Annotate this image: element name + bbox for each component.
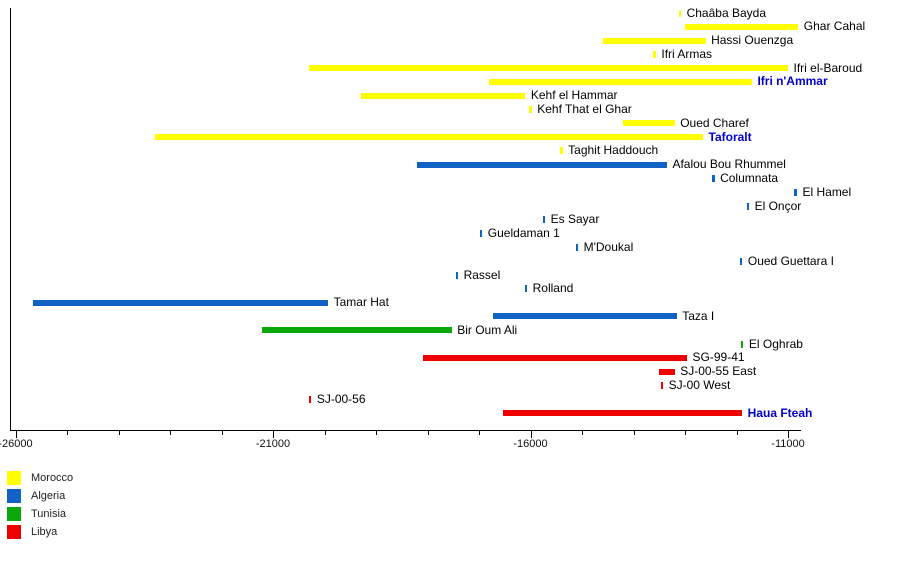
site-label-cha-ba-bayda: Chaâba Bayda: [686, 5, 766, 20]
site-bar-kehf-that-el-ghar: [529, 106, 532, 114]
site-bar-el-on-or: [746, 202, 750, 210]
x-major-tick--21000: [273, 430, 275, 438]
site-bar-el-oghrab: [740, 340, 744, 348]
site-label-sg-99-41: SG-99-41: [692, 350, 745, 365]
site-label-sj-00-55-east: SJ-00-55 East: [680, 364, 757, 379]
x-axis-line: [9, 429, 801, 432]
site-bar-gueldaman-1: [479, 230, 483, 238]
legend-label-tunisia: Tunisia: [31, 508, 67, 520]
x-minor-tick--25000: [67, 430, 69, 435]
x-minor-tick--14000: [633, 430, 635, 435]
site-bar-taghit-haddouch: [560, 147, 563, 155]
legend-swatch-tunisia: [7, 507, 21, 521]
site-label-kehf-el-hammar: Kehf el Hammar: [530, 88, 618, 103]
site-bar-m-doukal: [575, 243, 579, 251]
x-minor-tick--20000: [324, 430, 326, 435]
x-minor-tick--18000: [427, 430, 429, 435]
site-label-rassel: Rassel: [463, 267, 501, 282]
site-label-sj-00-56: SJ-00-56: [316, 391, 366, 406]
x-tick-label--11000: -11000: [771, 438, 805, 450]
x-major-tick--16000: [530, 430, 532, 438]
x-minor-tick--17000: [479, 430, 481, 435]
x-tick-label--21000: -21000: [255, 438, 291, 450]
site-label-oued-charef: Oued Charef: [680, 115, 749, 130]
legend-swatch-libya: [7, 525, 21, 539]
site-bar-cha-ba-bayda: [678, 9, 682, 17]
site-label-es-sayar: Es Sayar: [550, 212, 600, 227]
site-bar-rassel: [455, 271, 459, 279]
site-bar-ifri-armas: [653, 50, 656, 58]
site-label-ifri-armas: Ifri Armas: [661, 46, 713, 61]
site-label-kehf-that-el-ghar: Kehf That el Ghar: [537, 102, 632, 117]
site-label-taza-i: Taza I: [682, 308, 715, 323]
site-bar-hassi-ouenzga: [602, 37, 706, 44]
site-bar-kehf-el-hammar: [360, 92, 526, 99]
site-bar-sj-00-55-east: [659, 368, 675, 375]
site-bar-oued-guettara-i: [739, 257, 743, 265]
site-label-el-on-or: El Onçor: [754, 198, 802, 213]
site-label-haua-fteah: Haua Fteah: [747, 405, 813, 420]
site-label-m-doukal: M'Doukal: [583, 239, 634, 254]
legend-label-libya: Libya: [31, 526, 58, 538]
site-bar-ifri-n-ammar: [489, 78, 752, 85]
x-minor-tick--23000: [170, 430, 172, 435]
site-bar-ghar-cahal: [685, 23, 799, 30]
x-minor-tick--12000: [736, 430, 738, 435]
legend-label-algeria: Algeria: [31, 490, 66, 502]
site-bar-ifri-el-baroud: [309, 65, 788, 72]
y-axis-line: [9, 8, 12, 430]
legend-label-morocco: Morocco: [31, 472, 74, 484]
legend-swatch-algeria: [7, 489, 21, 503]
site-label-gueldaman-1: Gueldaman 1: [487, 226, 560, 241]
site-bar-taforalt: [154, 134, 704, 141]
site-bar-haua-fteah: [503, 410, 743, 416]
site-bar-es-sayar: [542, 216, 546, 224]
x-tick-label--16000: -16000: [513, 438, 548, 450]
site-label-afalou-bou-rhummel: Afalou Bou Rhummel: [672, 157, 786, 172]
x-minor-tick--13000: [685, 430, 687, 435]
site-bar-tamar-hat: [33, 299, 329, 306]
legend-swatch-morocco: [7, 471, 21, 485]
site-bar-el-hamel: [794, 188, 797, 196]
site-label-rolland: Rolland: [532, 281, 574, 296]
site-bar-sg-99-41: [422, 354, 688, 361]
site-label-tamar-hat: Tamar Hat: [333, 295, 389, 310]
site-label-sj-00-west: SJ-00 West: [668, 377, 731, 392]
site-bar-rolland: [524, 285, 528, 293]
site-label-hassi-ouenzga: Hassi Ouenzga: [711, 33, 794, 48]
site-bar-sj-00-56: [308, 395, 312, 403]
site-bar-taza-i: [492, 313, 677, 320]
site-bar-bir-oum-ali: [262, 327, 452, 334]
site-label-oued-guettara-i: Oued Guettara I: [747, 253, 834, 268]
x-minor-tick--15000: [582, 430, 584, 435]
site-label-taforalt: Taforalt: [708, 129, 752, 144]
x-major-tick--11000: [788, 430, 790, 438]
x-minor-tick--22000: [221, 430, 223, 435]
site-label-bir-oum-ali: Bir Oum Ali: [457, 322, 518, 337]
x-tick-label--26000: -26000: [0, 438, 33, 450]
site-label-taghit-haddouch: Taghit Haddouch: [568, 143, 659, 158]
x-major-tick--26000: [15, 430, 17, 438]
site-label-el-oghrab: El Oghrab: [748, 336, 803, 351]
site-label-ifri-el-baroud: Ifri el-Baroud: [793, 60, 863, 75]
site-bar-sj-00-west: [660, 381, 664, 389]
site-bar-afalou-bou-rhummel: [417, 161, 667, 168]
x-minor-tick--24000: [118, 430, 120, 435]
site-label-ghar-cahal: Ghar Cahal: [803, 19, 866, 34]
site-label-ifri-n-ammar: Ifri n'Ammar: [757, 74, 828, 89]
site-bar-oued-charef: [623, 120, 675, 127]
x-minor-tick--19000: [376, 430, 378, 435]
site-label-el-hamel: El Hamel: [802, 184, 852, 199]
site-bar-columnata: [712, 175, 715, 183]
site-label-columnata: Columnata: [720, 171, 779, 186]
